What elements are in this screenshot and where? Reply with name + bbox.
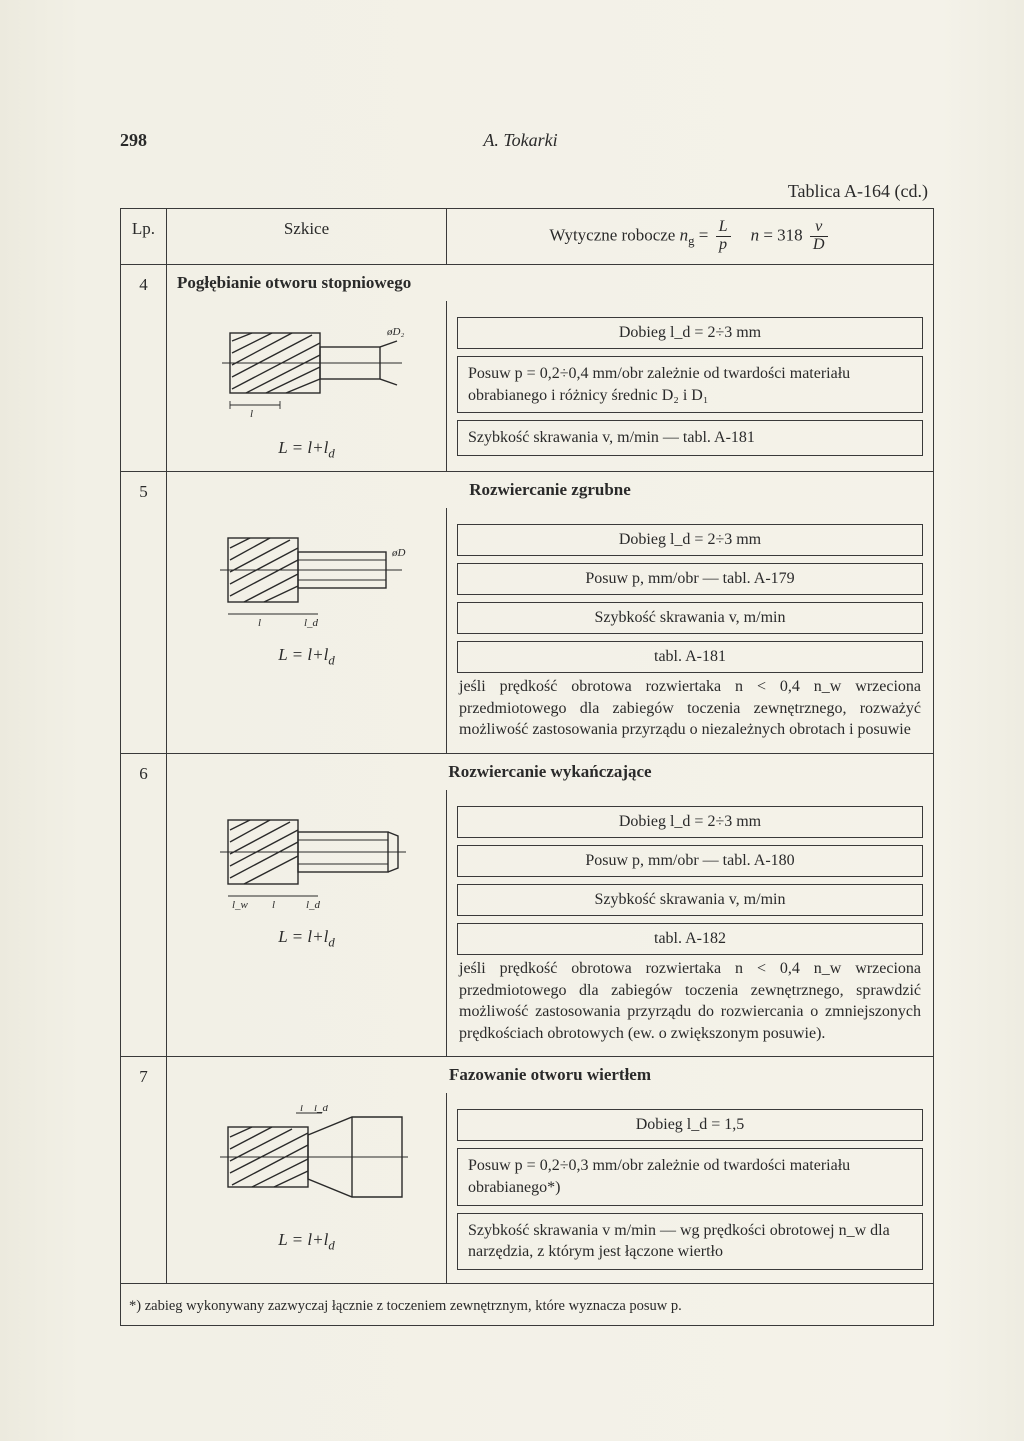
- section-title-6: Rozwiercanie wykańczające: [167, 754, 933, 790]
- var-v: v: [815, 218, 822, 235]
- var-p: p: [719, 236, 727, 253]
- box-6-3: tabl. A-182: [457, 923, 923, 954]
- formula-6: L = l+ld: [173, 927, 440, 950]
- box-5-3: tabl. A-181: [457, 641, 923, 672]
- box-4-1: Posuw p = 0,2÷0,4 mm/obr zależnie od twa…: [457, 356, 923, 412]
- box-4-2: Szybkość skrawania v, m/min — tabl. A-18…: [457, 420, 923, 455]
- sketch-5: l l_d øD L = l+ld: [167, 508, 447, 753]
- sketch-4-svg: l øD₂: [202, 313, 412, 423]
- svg-text:l: l: [300, 1105, 303, 1114]
- footnote: *) zabieg wykonywany zazwyczaj łącznie z…: [121, 1284, 933, 1325]
- col-wytyczne-label: Wytyczne robocze: [549, 225, 679, 244]
- box-5-0: Dobieg l_d = 2÷3 mm: [457, 524, 923, 555]
- lp-6: 6: [121, 754, 167, 1057]
- lp-4: 4: [121, 264, 167, 471]
- note-6: jeśli prędkość obrotowa rozwiertaka n < …: [457, 954, 923, 1046]
- box-7-0: Dobieg l_d = 1,5: [457, 1109, 923, 1140]
- svg-text:l_d: l_d: [314, 1105, 329, 1114]
- lp-7: 7: [121, 1057, 167, 1283]
- box-5-2: Szybkość skrawania v, m/min: [457, 602, 923, 633]
- box-7-2: Szybkość skrawania v m/min — wg prędkośc…: [457, 1213, 923, 1269]
- box-6-1: Posuw p, mm/obr — tabl. A-180: [457, 845, 923, 876]
- section-title-5: Rozwiercanie zgrubne: [167, 472, 933, 508]
- fraction-vD: v D: [810, 219, 828, 254]
- table-caption: Tablica A-164 (cd.): [120, 181, 928, 202]
- var-n2: n: [751, 225, 760, 244]
- sketch-4: l øD₂ L = l+ld: [167, 301, 447, 471]
- formula-4: L = l+ld: [173, 438, 440, 461]
- svg-text:l: l: [258, 617, 261, 629]
- svg-text:l: l: [250, 408, 253, 420]
- svg-text:l: l: [272, 899, 275, 911]
- col-wytyczne: Wytyczne robocze ng = L p n = 318 v D: [447, 209, 934, 265]
- box-5-1: Posuw p, mm/obr — tabl. A-179: [457, 563, 923, 594]
- box-6-2: Szybkość skrawania v, m/min: [457, 884, 923, 915]
- svg-text:l_d: l_d: [306, 899, 321, 911]
- page: 298 A. Tokarki Tablica A-164 (cd.) Lp. S…: [0, 0, 1024, 1441]
- var-D: D: [813, 236, 825, 253]
- boxes-4: Dobieg l_d = 2÷3 mm Posuw p = 0,2÷0,4 mm…: [447, 301, 933, 471]
- box-4-0: Dobieg l_d = 2÷3 mm: [457, 317, 923, 348]
- formula-5: L = l+ld: [173, 645, 440, 668]
- fraction-Lp: L p: [716, 219, 731, 254]
- sketch-6: l_w l l_d L = l+ld: [167, 790, 447, 1056]
- svg-text:øD₂: øD₂: [386, 326, 404, 338]
- var-L: L: [719, 218, 728, 235]
- sketch-5-svg: l l_d øD: [202, 520, 412, 630]
- main-table: Lp. Szkice Wytyczne robocze ng = L p n =…: [120, 208, 934, 1326]
- var-n: n: [680, 225, 689, 244]
- chapter-title: A. Tokarki: [483, 130, 557, 151]
- sketch-7: l l_d L = l+ld: [167, 1093, 447, 1282]
- section-title-4: Pogłębianie otworu stopniowego: [167, 265, 933, 301]
- sub-g: g: [688, 234, 694, 248]
- note-5: jeśli prędkość obrotowa rozwiertaka n < …: [457, 672, 923, 743]
- box-7-1: Posuw p = 0,2÷0,3 mm/obr zależnie od twa…: [457, 1148, 923, 1204]
- boxes-6: Dobieg l_d = 2÷3 mm Posuw p, mm/obr — ta…: [447, 790, 933, 1056]
- const-318: = 318: [759, 225, 807, 244]
- sketch-7-svg: l l_d: [202, 1105, 412, 1215]
- lp-5: 5: [121, 472, 167, 754]
- box-6-0: Dobieg l_d = 2÷3 mm: [457, 806, 923, 837]
- section-title-7: Fazowanie otworu wiertłem: [167, 1057, 933, 1093]
- svg-text:øD: øD: [391, 547, 406, 559]
- col-lp: Lp.: [121, 209, 167, 265]
- svg-text:l_w: l_w: [232, 899, 249, 911]
- page-number: 298: [120, 130, 147, 151]
- col-szkice: Szkice: [167, 209, 447, 265]
- svg-text:l_d: l_d: [304, 617, 319, 629]
- boxes-7: Dobieg l_d = 1,5 Posuw p = 0,2÷0,3 mm/ob…: [447, 1093, 933, 1282]
- formula-7: L = l+ld: [173, 1230, 440, 1253]
- boxes-5: Dobieg l_d = 2÷3 mm Posuw p, mm/obr — ta…: [447, 508, 933, 753]
- sketch-6-svg: l_w l l_d: [202, 802, 412, 912]
- running-header: 298 A. Tokarki: [120, 130, 934, 151]
